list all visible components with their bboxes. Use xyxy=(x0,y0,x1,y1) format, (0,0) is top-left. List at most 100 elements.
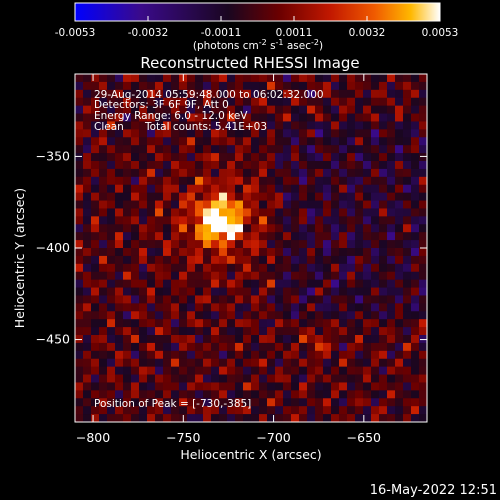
heatmap-cell xyxy=(179,161,188,170)
heatmap-cell xyxy=(355,374,364,383)
heatmap-cell xyxy=(259,248,268,257)
heatmap-cell xyxy=(203,113,212,122)
heatmap-cell xyxy=(171,153,180,162)
heatmap-cell xyxy=(283,224,292,233)
heatmap-cell xyxy=(227,366,236,375)
heatmap-cell xyxy=(235,105,244,114)
heatmap-cell xyxy=(347,390,356,399)
heatmap-cell xyxy=(267,406,276,415)
heatmap-cell xyxy=(163,358,172,368)
heatmap-cell xyxy=(235,271,244,281)
heatmap-cell xyxy=(395,390,404,399)
heatmap-cell xyxy=(411,263,420,273)
heatmap-cell xyxy=(75,398,84,407)
heatmap-cell xyxy=(131,335,140,344)
heatmap-cell xyxy=(243,137,252,146)
heatmap-cell xyxy=(379,390,388,399)
heatmap-cell xyxy=(99,319,108,328)
heatmap-cell xyxy=(131,145,140,154)
heatmap-cell xyxy=(307,295,316,304)
heatmap-cell xyxy=(291,121,300,130)
heatmap-cell xyxy=(91,311,100,320)
heatmap-cell xyxy=(339,358,348,368)
heatmap-cell xyxy=(275,224,284,233)
heatmap-cell xyxy=(347,145,356,154)
heatmap-cell xyxy=(195,192,204,201)
heatmap-cell xyxy=(155,287,164,296)
heatmap-cell xyxy=(115,366,124,375)
heatmap-cell xyxy=(139,216,148,225)
heatmap-cell xyxy=(339,161,348,170)
heatmap-cell xyxy=(187,129,196,138)
heatmap-cell xyxy=(371,255,380,265)
heatmap-cell xyxy=(395,137,404,146)
heatmap-cell xyxy=(387,374,396,383)
heatmap-cell xyxy=(179,342,188,352)
heatmap-cell xyxy=(179,248,188,257)
heatmap-cell xyxy=(267,74,276,83)
heatmap-cell xyxy=(339,74,348,83)
heatmap-cell xyxy=(379,105,388,114)
heatmap-cell xyxy=(243,279,252,288)
heatmap-cell xyxy=(243,105,252,114)
heatmap-cell xyxy=(283,255,292,265)
heatmap-cell xyxy=(339,327,348,336)
heatmap-cell xyxy=(211,176,220,186)
heatmap-cell xyxy=(403,168,412,178)
heatmap-cell xyxy=(331,374,340,383)
heatmap-cell xyxy=(395,105,404,114)
heatmap-cell xyxy=(419,200,428,209)
heatmap-cell xyxy=(123,303,132,312)
heatmap-cell xyxy=(275,295,284,304)
heatmap-cell xyxy=(107,216,116,225)
heatmap-cell xyxy=(299,295,308,304)
heatmap-cell xyxy=(123,184,132,194)
heatmap-cell xyxy=(187,255,196,265)
heatmap-cell xyxy=(283,358,292,368)
heatmap-cell xyxy=(347,121,356,130)
heatmap-cell xyxy=(251,240,260,249)
heatmap-cell xyxy=(395,97,404,107)
heatmap-cell xyxy=(147,295,156,304)
heatmap-cell xyxy=(155,382,164,391)
heatmap-cell xyxy=(331,414,340,423)
heatmap-cell xyxy=(251,303,260,312)
heatmap-cell xyxy=(235,390,244,399)
heatmap-cell xyxy=(227,184,236,194)
heatmap-cell xyxy=(403,342,412,352)
heatmap-cell xyxy=(171,208,180,217)
heatmap-cell xyxy=(363,390,372,399)
heatmap-cell xyxy=(267,153,276,162)
heatmap-cell xyxy=(411,137,420,146)
heatmap-cell xyxy=(403,350,412,360)
heatmap-cell xyxy=(227,168,236,178)
heatmap-cell xyxy=(403,255,412,265)
heatmap-cell xyxy=(243,335,252,344)
heatmap-cell xyxy=(355,105,364,114)
heatmap-cell xyxy=(187,184,196,194)
heatmap-cell xyxy=(171,287,180,296)
heatmap-cell xyxy=(115,295,124,304)
heatmap-cell xyxy=(275,374,284,383)
heatmap-cell xyxy=(275,398,284,407)
heatmap-cell xyxy=(395,113,404,122)
heatmap-cell xyxy=(307,366,316,375)
heatmap-cell xyxy=(107,168,116,178)
heatmap-cell xyxy=(411,89,420,99)
heatmap-cell xyxy=(91,240,100,249)
heatmap-cell xyxy=(331,382,340,391)
heatmap-cell xyxy=(115,89,124,99)
heatmap-cell xyxy=(107,200,116,209)
heatmap-cell xyxy=(355,398,364,407)
heatmap-cell xyxy=(171,255,180,265)
heatmap-cell xyxy=(363,224,372,233)
heatmap-cell xyxy=(163,81,172,91)
heatmap-cell xyxy=(371,390,380,399)
heatmap-cell xyxy=(339,390,348,399)
heatmap-cell xyxy=(243,271,252,281)
heatmap-cell xyxy=(75,263,84,273)
heatmap-cell xyxy=(251,374,260,383)
x-axis-label: Heliocentric X (arcsec) xyxy=(180,447,321,462)
heatmap-cell xyxy=(235,279,244,288)
heatmap-cell xyxy=(339,200,348,209)
